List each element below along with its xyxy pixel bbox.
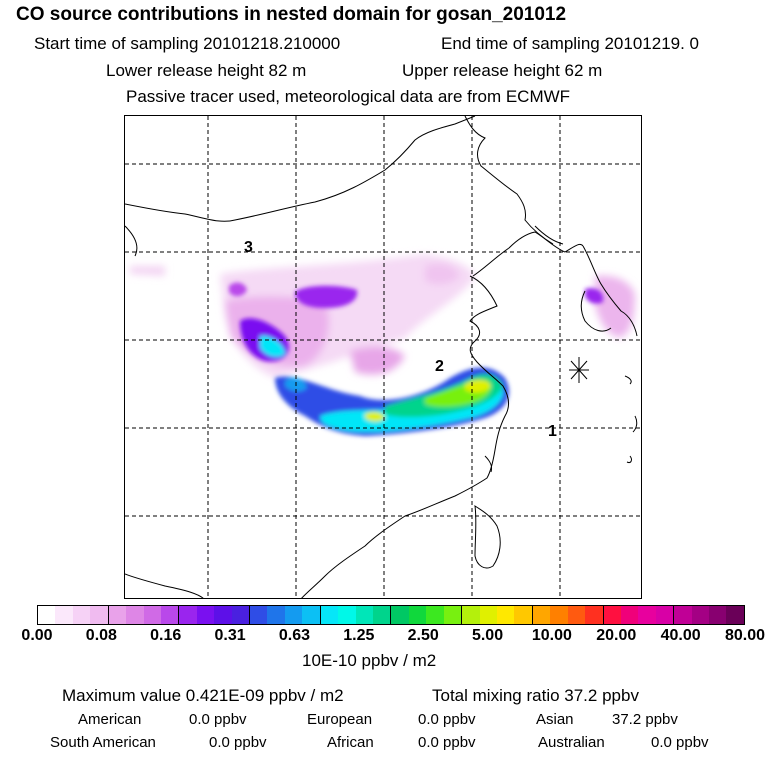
colorbar-segment <box>231 606 251 624</box>
colorbar-segment <box>532 606 551 624</box>
colorbar-segment <box>267 606 285 624</box>
colorbar-tick-label: 20.00 <box>596 627 637 644</box>
total-mixing-ratio: Total mixing ratio 37.2 ppbv <box>432 686 639 705</box>
colorbar-tick-label: 80.00 <box>724 627 766 644</box>
colorbar <box>37 605 745 625</box>
plume-core <box>229 282 604 436</box>
colorbar-tick-label: 5.00 <box>471 627 504 644</box>
upper-release-height: Upper release height 62 m <box>402 61 603 80</box>
colorbar-segment <box>514 606 533 624</box>
region-label-3: 3 <box>244 239 253 256</box>
graticule <box>125 116 641 598</box>
asian-label: Asian <box>536 711 574 728</box>
colorbar-segment <box>355 606 374 624</box>
american-value: 0.0 ppbv <box>189 711 247 728</box>
south-american-value: 0.0 ppbv <box>209 734 267 751</box>
colorbar-segment <box>320 606 339 624</box>
asian-value: 37.2 ppbv <box>612 711 678 728</box>
colorbar-segment <box>196 606 215 624</box>
colorbar-segment <box>691 606 710 624</box>
colorbar-segment <box>38 606 56 624</box>
colorbar-segment <box>496 606 515 624</box>
colorbar-tick-label: 0.00 <box>21 627 53 644</box>
colorbar-segment <box>443 606 463 624</box>
colorbar-segment <box>373 606 392 624</box>
colorbar-segment <box>638 606 656 624</box>
colorbar-tick-label: 2.50 <box>407 627 439 644</box>
colorbar-segment <box>90 606 109 624</box>
colorbar-segment <box>620 606 639 624</box>
colorbar-segment <box>655 606 675 624</box>
concentration-field <box>130 254 635 378</box>
european-value: 0.0 ppbv <box>418 711 476 728</box>
colorbar-tick-label: 10.00 <box>531 627 572 644</box>
start-time: Start time of sampling 20101218.210000 <box>34 34 341 53</box>
colorbar-tick-label: 0.16 <box>150 627 182 644</box>
colorbar-segment <box>585 606 604 624</box>
colorbar-segment <box>391 606 409 624</box>
colorbar-tick-label: 0.63 <box>278 627 311 644</box>
colorbar-segment <box>338 606 356 624</box>
map-canvas: 3 2 1 <box>125 116 641 598</box>
colorbar-unit: 10E-10 ppbv / m2 <box>302 651 437 670</box>
colorbar-tick-label: 0.31 <box>214 627 246 644</box>
colorbar-segment <box>126 606 144 624</box>
colorbar-segment <box>726 606 744 624</box>
colorbar-segment <box>674 606 692 624</box>
colorbar-segment <box>284 606 303 624</box>
colorbar-segment <box>108 606 127 624</box>
end-time: End time of sampling 20101219. 0 <box>441 34 700 53</box>
colorbar-segment <box>462 606 480 624</box>
colorbar-tick-label: 40.00 <box>660 627 701 644</box>
american-label: American <box>78 711 142 728</box>
australian-label: Australian <box>538 734 605 751</box>
australian-value: 0.0 ppbv <box>651 734 709 751</box>
colorbar-tick-label: 0.08 <box>85 627 117 644</box>
region-label-1: 1 <box>548 423 557 440</box>
colorbar-segment <box>603 606 621 624</box>
colorbar-segment <box>709 606 727 624</box>
south-american-label: South American <box>50 734 156 751</box>
colorbar-segment <box>179 606 197 624</box>
colorbar-segment <box>567 606 586 624</box>
colorbar-segment <box>479 606 497 624</box>
max-value: Maximum value 0.421E-09 ppbv / m2 <box>62 686 344 705</box>
lower-release-height: Lower release height 82 m <box>106 61 307 80</box>
african-value: 0.0 ppbv <box>418 734 476 751</box>
colorbar-segment <box>55 606 73 624</box>
european-label: European <box>307 711 373 728</box>
region-label-2: 2 <box>435 358 444 375</box>
tracer-note: Passive tracer used, meteorological data… <box>126 87 571 106</box>
colorbar-segment <box>214 606 232 624</box>
plot-title: CO source contributions in nested domain… <box>16 4 567 25</box>
colorbar-segment <box>408 606 427 624</box>
colorbar-segment <box>426 606 444 624</box>
colorbar-segment <box>72 606 91 624</box>
colorbar-segment <box>143 606 161 624</box>
colorbar-segment <box>302 606 321 624</box>
african-label: African <box>327 734 374 751</box>
colorbar-segment <box>160 606 180 624</box>
map-panel: 3 2 1 <box>124 115 642 599</box>
receptor-marker <box>569 357 589 383</box>
colorbar-segment <box>250 606 268 624</box>
colorbar-segment <box>550 606 568 624</box>
colorbar-tick-label: 1.25 <box>343 627 375 644</box>
